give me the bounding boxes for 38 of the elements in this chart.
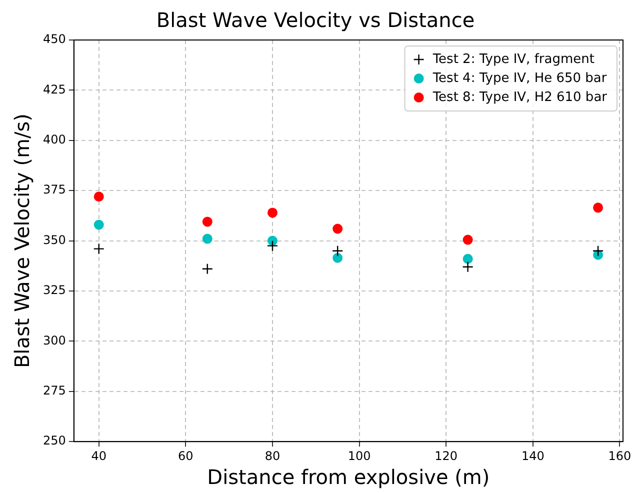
x-tick-label: 60 <box>178 448 194 463</box>
point <box>94 220 104 230</box>
x-tick-label: 120 <box>434 448 458 463</box>
point <box>202 263 213 275</box>
x-tick-label: 80 <box>264 448 280 463</box>
x-tick-label: 100 <box>348 448 371 463</box>
point <box>332 252 343 263</box>
y-tick-label: 400 <box>43 132 66 147</box>
y-tick-label: 300 <box>43 333 66 348</box>
legend-label: Test 4: Type IV, He 650 bar <box>432 70 608 86</box>
y-tick-label: 325 <box>43 283 66 298</box>
point <box>93 243 104 254</box>
y-tick-label: 275 <box>43 384 66 398</box>
point <box>462 261 474 273</box>
point <box>94 192 104 202</box>
x-tick-label: 160 <box>608 448 632 463</box>
y-axis-title: Blast Wave Velocity (m/s) <box>10 114 34 368</box>
point <box>332 245 344 256</box>
legend-label: Test 2: Type IV, fragment <box>432 52 594 67</box>
y-tick-label: 350 <box>43 232 66 247</box>
chart-title: Blast Wave Velocity vs Distance <box>156 8 475 32</box>
legend-label: Test 8: Type IV, H2 610 bar <box>432 90 608 105</box>
point <box>266 240 278 252</box>
point <box>202 216 212 227</box>
x-axis-title: Distance from explosive (m) <box>207 465 490 490</box>
point <box>267 208 278 218</box>
point <box>593 202 604 213</box>
point <box>462 234 473 245</box>
y-tick-label: 375 <box>43 182 66 197</box>
y-tick-label: 425 <box>43 82 66 96</box>
point <box>462 254 473 264</box>
point <box>202 234 212 244</box>
x-tick-label: 140 <box>521 448 544 463</box>
x-tick-label: 40 <box>91 448 107 463</box>
point <box>592 245 604 256</box>
point <box>332 224 343 234</box>
y-tick-label: 250 <box>43 434 66 448</box>
y-tick-label: 450 <box>43 32 66 46</box>
